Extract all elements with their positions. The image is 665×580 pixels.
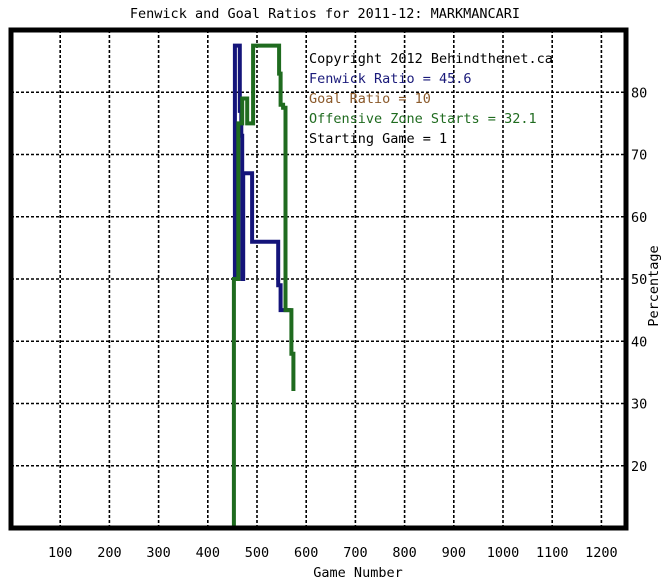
x-tick-label: 900 (442, 545, 466, 561)
grid-lines (11, 30, 626, 528)
x-tick-label: 600 (294, 545, 318, 561)
legend-annotation: Offensive Zone Starts = 32.1 (309, 111, 537, 127)
x-tick-label: 1200 (585, 545, 618, 561)
y-tick-label: 30 (631, 397, 647, 413)
y-tick-label: 20 (631, 459, 647, 475)
y-tick-label: 70 (631, 148, 647, 164)
y-axis-label: Percentage (646, 245, 662, 326)
legend-annotation: Copyright 2012 Behindthenet.ca (309, 51, 553, 67)
x-tick-label: 300 (146, 545, 170, 561)
series-group (231, 43, 296, 528)
x-axis-label: Game Number (313, 565, 402, 580)
y-tick-label: 80 (631, 85, 647, 101)
legend-annotation: Fenwick Ratio = 45.6 (309, 71, 472, 87)
x-tick-label: 400 (196, 545, 220, 561)
chart-title: Fenwick and Goal Ratios for 2011-12: MAR… (130, 6, 520, 22)
plot-frame (8, 27, 629, 531)
x-tick-label: 800 (392, 545, 416, 561)
x-tick-label: 200 (97, 545, 121, 561)
legend-annotation: Starting Game = 1 (309, 131, 447, 147)
x-tick-labels: 100 200 300 400 500 600 700 800 900 1000 1100 1200 (48, 545, 618, 561)
legend-annotations: Copyright 2012 Behindthenet.ca Fenwick Ra… (309, 51, 553, 147)
legend-annotation: Goal Ratio = 10 (309, 91, 431, 107)
y-tick-labels: 20 30 40 50 60 70 80 (631, 85, 647, 475)
x-tick-label: 100 (48, 545, 72, 561)
y-tick-label: 50 (631, 272, 647, 288)
x-tick-label: 1000 (487, 545, 520, 561)
fenwick-ratio-line (232, 43, 292, 313)
x-tick-label: 700 (343, 545, 367, 561)
x-tick-label: 1100 (536, 545, 569, 561)
y-tick-label: 40 (631, 334, 647, 350)
zone-starts-line (231, 43, 296, 528)
x-tick-label: 500 (245, 545, 269, 561)
y-tick-label: 60 (631, 210, 647, 226)
